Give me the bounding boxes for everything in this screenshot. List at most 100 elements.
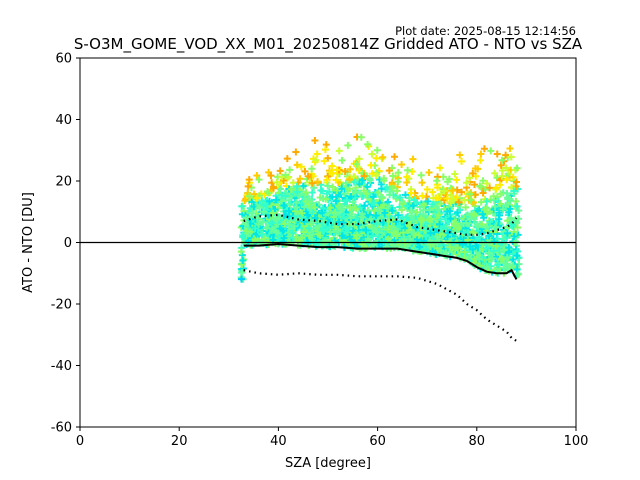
scatter-point: [293, 161, 301, 169]
scatter-point: [368, 170, 376, 178]
scatter-point: [455, 198, 463, 206]
scatter-point: [258, 230, 266, 238]
scatter-point: [444, 178, 452, 186]
scatter-point: [422, 232, 430, 240]
scatter-point: [401, 191, 409, 199]
scatter-point: [422, 245, 430, 253]
scatter-point: [482, 223, 490, 231]
scatter-point: [241, 220, 249, 228]
scatter-point: [502, 151, 510, 159]
scatter-point: [497, 200, 505, 208]
scatter-point: [248, 209, 256, 217]
scatter-point: [423, 185, 431, 193]
scatter-point: [417, 215, 425, 223]
y-tick-label: 0: [64, 236, 72, 251]
scatter-point: [508, 222, 516, 230]
scatter-point: [460, 196, 468, 204]
scatter-point: [437, 246, 445, 254]
scatter-point: [263, 224, 271, 232]
scatter-point: [429, 188, 437, 196]
scatter-point: [496, 181, 504, 189]
scatter-point: [328, 162, 336, 170]
scatter-point: [290, 222, 298, 230]
scatter-point: [281, 192, 289, 200]
scatter-point: [453, 176, 461, 184]
scatter-point: [497, 190, 505, 198]
scatter-point: [308, 165, 316, 173]
scatter-point: [484, 239, 492, 247]
scatter-point: [426, 206, 434, 214]
scatter-point: [477, 150, 485, 158]
scatter-point: [253, 171, 261, 179]
scatter-point: [408, 167, 416, 175]
scatter-point: [302, 208, 310, 216]
scatter-point: [302, 188, 310, 196]
scatter-point: [413, 235, 421, 243]
scatter-point: [363, 183, 371, 191]
scatter-point: [513, 252, 521, 260]
scatter-point: [329, 183, 337, 191]
scatter-point: [346, 233, 354, 241]
scatter-point: [507, 183, 515, 191]
scatter-point: [478, 220, 486, 228]
scatter-point: [271, 205, 279, 213]
scatter-point: [308, 179, 316, 187]
y-tick-label: -60: [51, 421, 72, 436]
scatter-point: [389, 172, 397, 180]
scatter-point: [333, 166, 341, 174]
scatter-point: [486, 184, 494, 192]
scatter-point: [347, 192, 355, 200]
scatter-point: [279, 227, 287, 235]
scatter-point: [476, 156, 484, 164]
scatter-point: [244, 182, 252, 190]
scatter-point: [420, 201, 428, 209]
scatter-point: [260, 208, 268, 216]
scatter-point: [370, 199, 378, 207]
scatter-point: [399, 229, 407, 237]
scatter-point: [511, 215, 519, 223]
scatter-point: [361, 202, 369, 210]
scatter-point: [416, 203, 424, 211]
scatter-point: [321, 146, 329, 154]
scatter-point: [364, 140, 372, 148]
scatter-point: [273, 178, 281, 186]
scatter-point: [362, 226, 370, 234]
scatter-point: [328, 193, 336, 201]
scatter-point: [490, 247, 498, 255]
scatter-point: [287, 185, 295, 193]
scatter-point: [364, 206, 372, 214]
scatter-point: [453, 193, 461, 201]
scatter-point: [514, 270, 522, 278]
scatter-point: [289, 229, 297, 237]
scatter-point: [324, 182, 332, 190]
scatter-point: [461, 248, 469, 256]
scatter-point: [503, 176, 511, 184]
scatter-point: [492, 184, 500, 192]
scatter-point: [341, 224, 349, 232]
scatter-point: [510, 187, 518, 195]
scatter-point: [471, 181, 479, 189]
scatter-point: [346, 165, 354, 173]
scatter-point: [276, 167, 284, 175]
scatter-point: [493, 150, 501, 158]
scatter-points: [237, 133, 523, 283]
scatter-point: [265, 189, 273, 197]
scatter-point: [426, 237, 434, 245]
scatter-point: [506, 205, 514, 213]
scatter-point: [269, 209, 277, 217]
scatter-point: [322, 195, 330, 203]
scatter-point: [338, 185, 346, 193]
scatter-point: [366, 176, 374, 184]
scatter-point: [447, 215, 455, 223]
scatter-point: [444, 229, 452, 237]
scatter-point: [498, 172, 506, 180]
scatter-point: [507, 214, 515, 222]
scatter-point: [449, 187, 457, 195]
scatter-point: [320, 157, 328, 165]
scatter-point: [300, 203, 308, 211]
scatter-point: [255, 203, 263, 211]
scatter-point: [352, 184, 360, 192]
scatter-point: [470, 210, 478, 218]
x-axis-label: SZA [degree]: [285, 456, 371, 471]
y-tick-label: 40: [55, 113, 72, 128]
